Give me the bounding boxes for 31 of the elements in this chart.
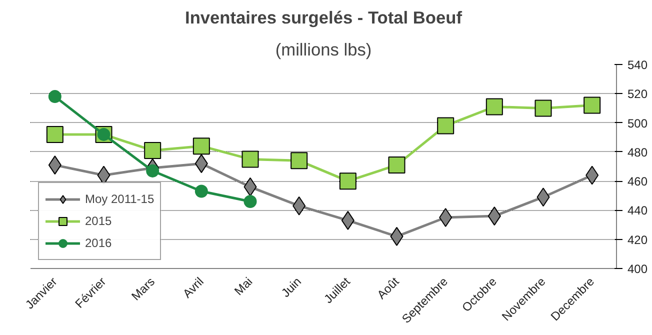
point (486, 98, 503, 116)
point (439, 208, 452, 227)
chart-subtitle: (millions lbs) (275, 40, 372, 60)
point (290, 152, 308, 170)
y-tick-label: 400 (628, 262, 648, 276)
y-tick-label: 500 (628, 116, 648, 130)
point (46, 126, 64, 143)
point (244, 194, 257, 208)
y-tick-label: 420 (628, 232, 648, 247)
point (534, 100, 552, 117)
point (584, 96, 601, 114)
x-tick-label: Mai (232, 274, 256, 298)
x-tick-label: Juin (278, 274, 304, 300)
point (192, 138, 210, 155)
y-tick-label: 440 (628, 204, 648, 218)
point (194, 184, 208, 198)
point (144, 142, 162, 159)
point (388, 156, 406, 174)
legend-label: 2015 (85, 214, 112, 228)
point (242, 150, 259, 168)
point (339, 172, 356, 190)
point (437, 117, 454, 134)
y-tick-label: 520 (628, 87, 648, 102)
y-tick-label: 540 (628, 58, 648, 72)
point (146, 164, 160, 178)
point (48, 90, 62, 104)
legend-label: Moy 2011-15 (85, 192, 154, 206)
y-tick-label: 480 (628, 145, 648, 160)
legend-label: 2016 (85, 236, 112, 250)
y-tick-label: 460 (628, 174, 648, 189)
chart-title: Inventaires surgelés - Total Boeuf (185, 8, 462, 28)
